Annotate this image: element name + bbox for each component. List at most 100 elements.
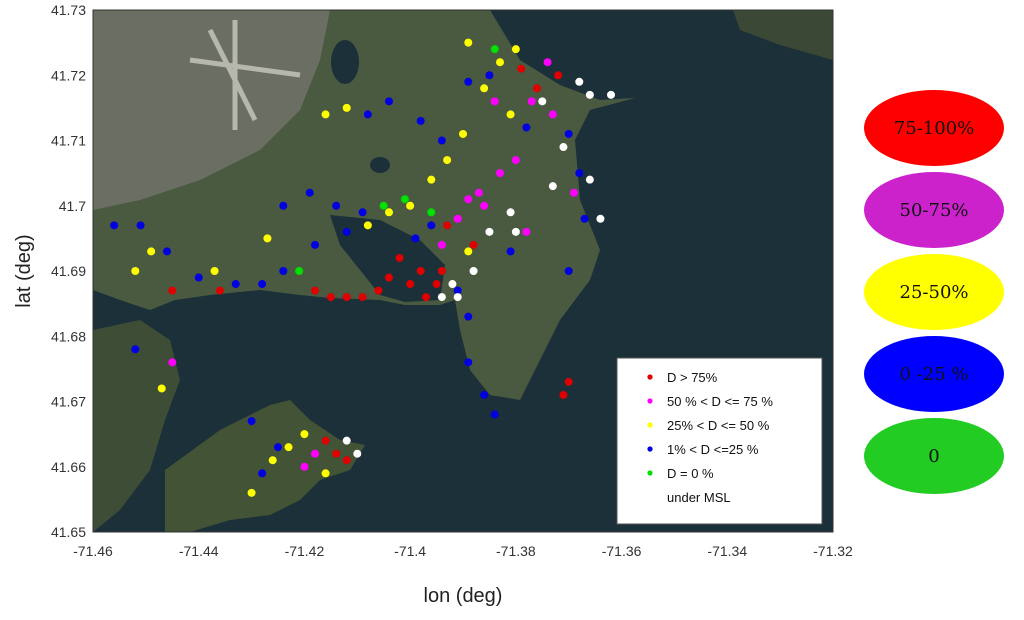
data-point-series-3: [163, 247, 171, 256]
urban-area: [93, 10, 330, 210]
data-point-series-0: [422, 293, 430, 302]
category-oval-label: 0 -25 %: [900, 364, 969, 385]
data-point-series-3: [258, 280, 267, 289]
legend-marker: [647, 398, 653, 404]
data-point-series-1: [311, 449, 319, 458]
data-point-series-3: [279, 267, 288, 275]
data-point-series-0: [432, 280, 441, 289]
y-tick-label: 41.73: [51, 2, 86, 18]
data-point-series-4: [490, 45, 499, 54]
data-point-series-3: [311, 240, 319, 249]
y-tick-label: 41.68: [51, 328, 86, 344]
data-point-series-0: [311, 286, 319, 295]
data-point-series-3: [358, 208, 367, 217]
data-point-series-0: [564, 377, 573, 386]
data-point-series-5: [585, 90, 594, 99]
y-axis-label: lat (deg): [13, 234, 35, 307]
data-point-series-1: [453, 214, 462, 223]
data-point-series-5: [448, 280, 457, 289]
data-point-series-5: [353, 449, 362, 458]
data-point-series-2: [385, 208, 393, 217]
data-point-series-1: [496, 169, 504, 178]
data-point-series-0: [342, 293, 351, 302]
category-oval: [864, 90, 1004, 166]
data-point-series-4: [400, 195, 409, 204]
x-tick-label: -71.46: [73, 543, 113, 559]
data-point-series-3: [480, 390, 489, 399]
data-point-series-0: [517, 64, 526, 73]
land-southwest: [93, 320, 180, 532]
data-point-series-2: [342, 103, 351, 112]
data-point-series-3: [580, 214, 589, 223]
legend-entry-label: 1% < D <=25 %: [667, 442, 759, 457]
data-point-series-5: [596, 214, 605, 223]
category-oval: [864, 172, 1004, 248]
data-point-series-3: [363, 110, 372, 119]
data-point-series-5: [585, 175, 594, 184]
data-point-series-2: [131, 267, 140, 275]
data-point-series-3: [194, 273, 203, 282]
data-point-series-2: [263, 234, 272, 243]
data-point-series-1: [511, 156, 520, 165]
data-point-series-2: [268, 456, 277, 465]
data-point-series-5: [538, 97, 547, 106]
y-tick-label: 41.7: [59, 198, 86, 214]
legend-entry-label: D = 0 %: [667, 466, 714, 481]
data-point-series-0: [406, 280, 415, 289]
x-tick-label: -71.34: [707, 543, 747, 559]
data-point-series-1: [522, 227, 531, 236]
data-point-series-1: [527, 97, 536, 106]
data-point-series-1: [437, 240, 446, 249]
data-point-series-0: [215, 286, 224, 295]
data-point-series-5: [469, 267, 478, 275]
data-point-series-3: [506, 247, 515, 256]
category-oval-label: 0: [928, 446, 939, 467]
category-oval-label: 25-50%: [900, 282, 969, 303]
data-point-series-3: [522, 123, 531, 132]
data-point-series-3: [342, 227, 351, 236]
x-tick-label: -71.42: [285, 543, 325, 559]
legend: D > 75% 50 % < D <= 75 % 25% < D <= 50 % 1%…: [616, 357, 823, 525]
pond-small: [370, 157, 390, 173]
data-point-series-4: [427, 208, 436, 217]
data-point-series-2: [506, 110, 515, 119]
land-east-shore: [733, 10, 833, 60]
data-point-series-0: [374, 286, 383, 295]
y-tick-label: 41.67: [51, 394, 86, 410]
satellite-map: [93, 10, 833, 532]
data-point-series-3: [332, 201, 341, 210]
data-point-series-2: [300, 430, 309, 439]
data-point-series-5: [575, 77, 584, 86]
data-point-series-3: [110, 221, 119, 230]
data-point-series-1: [548, 110, 557, 119]
data-point-series-2: [210, 267, 219, 275]
y-tick-label: 41.69: [51, 263, 86, 279]
data-point-series-2: [464, 38, 473, 47]
legend-entry-label: under MSL: [667, 490, 731, 505]
data-point-series-2: [284, 443, 293, 452]
data-point-series-3: [453, 286, 462, 295]
legend-entry-label: 25% < D <= 50 %: [667, 418, 770, 433]
data-point-series-0: [416, 267, 425, 275]
y-tick-label: 41.65: [51, 524, 86, 540]
data-point-series-2: [247, 488, 256, 497]
data-point-series-5: [437, 293, 446, 302]
x-tick-label: -71.32: [813, 543, 853, 559]
x-tick-label: -71.44: [179, 543, 219, 559]
data-points: [110, 38, 615, 497]
legend-marker: [647, 374, 653, 380]
data-point-series-2: [496, 58, 504, 67]
data-point-series-0: [342, 456, 351, 465]
y-tick-label: 41.66: [51, 459, 86, 475]
data-point-series-1: [474, 188, 483, 197]
data-point-series-3: [279, 201, 288, 210]
category-oval: [864, 418, 1004, 494]
data-point-series-3: [464, 77, 473, 86]
data-point-series-2: [406, 201, 415, 210]
category-ovals: 75-100% 50-75% 25-50% 0 -25 % 0: [864, 90, 1004, 494]
data-point-series-5: [511, 227, 520, 236]
legend-marker: [647, 422, 653, 428]
data-point-series-5: [342, 436, 351, 445]
data-point-series-2: [427, 175, 436, 184]
